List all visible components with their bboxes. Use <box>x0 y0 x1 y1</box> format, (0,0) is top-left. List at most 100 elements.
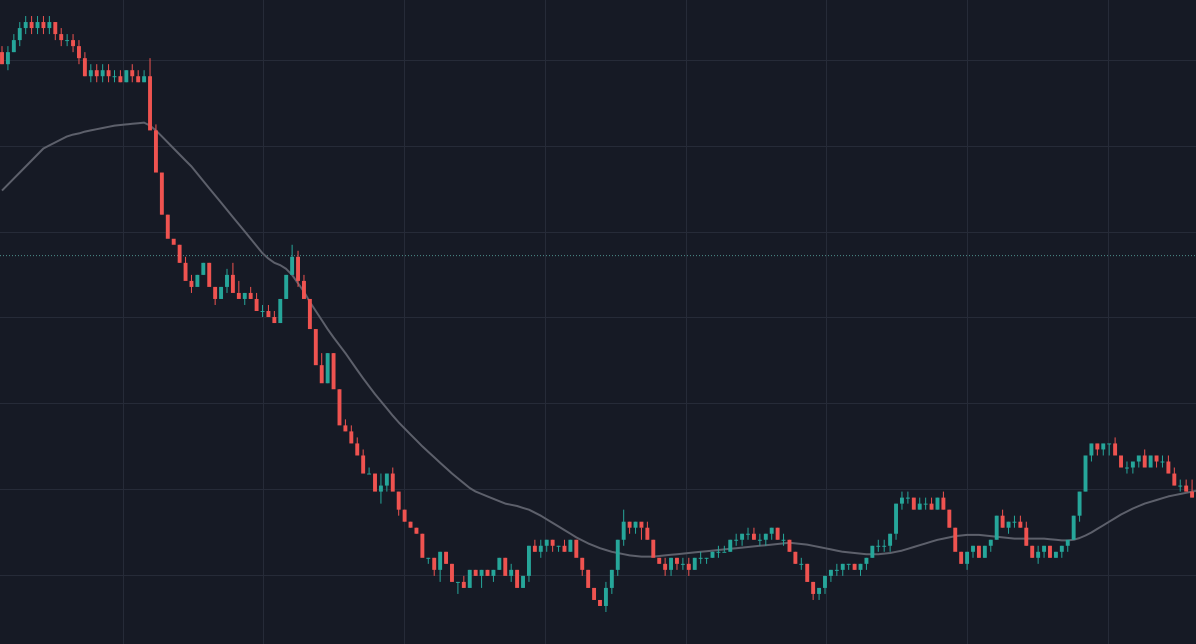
candle-body-down <box>106 70 111 77</box>
candle-body-up <box>1160 461 1165 463</box>
candle-body-up <box>781 539 786 541</box>
candle-body-down <box>1030 545 1035 558</box>
candle-body-up <box>704 557 709 559</box>
candle-body-up <box>521 575 525 588</box>
candle-body-down <box>1024 527 1029 546</box>
candle-body-down <box>266 311 271 318</box>
candle-body-up <box>11 40 16 53</box>
candle-body-up <box>1077 491 1082 516</box>
candle-body-up <box>1065 539 1070 546</box>
candle-body-up <box>47 22 52 29</box>
candle-body-up <box>1071 515 1076 540</box>
candle-body-up <box>325 353 330 384</box>
candle-body-down <box>402 509 407 522</box>
candle-body-up <box>242 292 247 299</box>
candle-body-up <box>728 539 733 552</box>
candle-body-up <box>284 274 289 299</box>
candle-body-up <box>1107 443 1112 445</box>
candle-body-up <box>1148 455 1153 468</box>
candle-body-up <box>455 581 460 583</box>
candle-body-up <box>609 569 614 588</box>
candle-body-down <box>130 70 135 77</box>
candle-body-down <box>503 557 508 576</box>
candle-body-up <box>894 503 898 534</box>
candle-body-down <box>663 563 668 570</box>
candle-body-up <box>746 533 750 535</box>
candle-body-up <box>438 551 443 570</box>
candle-body-up <box>935 497 940 510</box>
candle-body-up <box>1006 521 1011 528</box>
candle-body-down <box>532 545 537 552</box>
candle-body-down <box>408 521 413 528</box>
candle-body-up <box>905 497 910 499</box>
candle-body-down <box>1000 515 1005 528</box>
candle-body-down <box>373 473 377 492</box>
candle-body-up <box>278 298 283 324</box>
candle-body-down <box>230 274 235 293</box>
candle-body-down <box>1048 545 1052 558</box>
candle-body-down <box>976 545 981 558</box>
candle-body-down <box>686 563 691 570</box>
candle-body-up <box>769 527 774 534</box>
candle-body-up <box>823 575 827 588</box>
candle-body-down <box>361 455 366 474</box>
candle-body-down <box>657 557 662 564</box>
candle-body-down <box>1119 455 1123 468</box>
candle-body-down <box>461 581 466 588</box>
candle-body-down <box>248 292 253 299</box>
candle-body-down <box>515 569 520 588</box>
candle-body-up <box>888 533 893 546</box>
candle-body-up <box>23 22 28 29</box>
candle-body-down <box>586 569 591 588</box>
candle-body-down <box>296 256 300 281</box>
candle-body-down <box>183 262 188 281</box>
candle-body-up <box>544 539 549 546</box>
candle-body-up <box>1101 443 1106 450</box>
candle-body-up <box>426 557 431 559</box>
candle-body-up <box>603 587 608 606</box>
candle-body-up <box>864 557 869 564</box>
candle-body-down <box>787 539 792 552</box>
candle-body-down <box>159 172 164 215</box>
candle-body-down <box>343 425 348 432</box>
candle-body-down <box>207 262 212 287</box>
candle-body-up <box>5 52 10 65</box>
candle-body-up <box>757 539 762 541</box>
candle-body-down <box>751 533 756 540</box>
candle-body-down <box>1172 473 1177 486</box>
candle-body-down <box>1113 443 1118 456</box>
candle-body-up <box>17 28 22 41</box>
candle-body-down <box>77 46 81 59</box>
candle-body-down <box>651 539 656 558</box>
candle-body-up <box>982 545 987 558</box>
candle-body-up <box>817 587 822 594</box>
candle-body-down <box>852 563 857 570</box>
candle-body-up <box>716 551 721 553</box>
candle-body-down <box>254 298 259 311</box>
candle-body-up <box>35 22 40 29</box>
candle-body-up <box>538 545 543 552</box>
candle-body-down <box>71 40 76 47</box>
candle-body-down <box>550 539 555 546</box>
candle-body-down <box>627 521 632 528</box>
candle-body-up <box>219 286 224 299</box>
moving-average-line <box>1 121 1196 558</box>
candle-body-up <box>621 521 626 540</box>
candle-body-up <box>680 563 685 565</box>
candle-body-down <box>41 22 46 29</box>
candle-body-down <box>485 569 490 576</box>
candle-body-up <box>669 557 674 570</box>
candle-body-up <box>858 563 863 570</box>
candle-body-up <box>722 551 727 553</box>
candle-body-down <box>1018 521 1023 528</box>
candle-body-down <box>390 473 395 492</box>
candle-body-down <box>313 329 318 366</box>
candle-body-down <box>929 503 934 510</box>
candle-body-up <box>1089 443 1094 456</box>
candle-body-down <box>598 599 602 606</box>
candle-body-down <box>473 569 478 576</box>
candle-body-down <box>450 563 454 582</box>
candle-body-up <box>763 533 768 540</box>
candle-body-up <box>100 70 105 77</box>
